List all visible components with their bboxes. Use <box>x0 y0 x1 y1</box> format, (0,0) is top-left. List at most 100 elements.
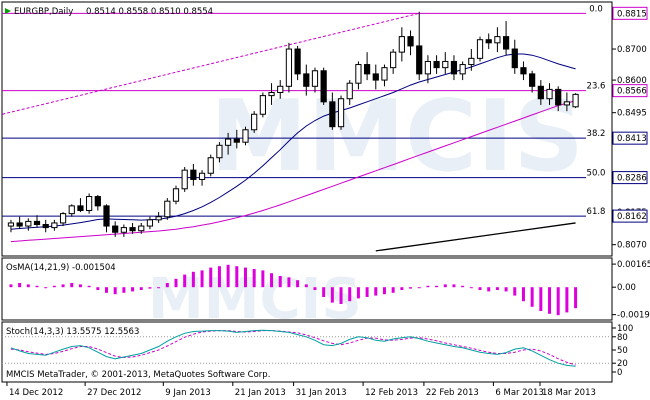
candle-body <box>181 169 188 190</box>
candle[interactable] <box>537 80 544 105</box>
candle[interactable] <box>450 55 458 81</box>
candle[interactable] <box>398 27 405 62</box>
osma-bar <box>574 287 578 309</box>
candle[interactable] <box>285 42 293 93</box>
candle[interactable] <box>164 198 171 220</box>
candle[interactable] <box>33 215 41 228</box>
candle[interactable] <box>546 83 553 105</box>
candle-body <box>459 64 466 75</box>
candle[interactable] <box>51 219 58 231</box>
candle[interactable] <box>494 27 501 53</box>
candle[interactable] <box>59 212 67 227</box>
candle[interactable] <box>103 204 110 233</box>
candle[interactable] <box>68 204 75 217</box>
candle[interactable] <box>138 222 145 234</box>
candle[interactable] <box>563 92 570 112</box>
candle[interactable] <box>459 61 466 81</box>
candle[interactable] <box>381 64 388 87</box>
candle[interactable] <box>77 198 84 213</box>
candle[interactable] <box>424 55 432 84</box>
candle[interactable] <box>129 222 136 234</box>
candle[interactable] <box>511 39 518 74</box>
candle-body <box>42 223 49 229</box>
osma-bar <box>252 269 256 288</box>
ohlc-label: 0.8514 0.8558 0.8510 0.8554 <box>86 7 213 17</box>
candle[interactable] <box>233 129 240 149</box>
candle-body <box>25 220 32 227</box>
osma-bar <box>287 277 291 288</box>
candle[interactable] <box>198 170 206 186</box>
candle-body <box>216 144 223 159</box>
candle[interactable] <box>112 221 119 237</box>
osma-bar <box>139 287 143 290</box>
osma-bar <box>105 287 109 293</box>
stoch-tick-label: 50 <box>617 346 628 356</box>
candle[interactable] <box>181 167 188 192</box>
candle[interactable] <box>555 86 562 112</box>
candle[interactable] <box>42 219 49 233</box>
candle[interactable] <box>25 218 32 231</box>
candle[interactable] <box>155 212 162 223</box>
osma-label: OsMA(14,21,9) -0.001504 <box>6 263 116 273</box>
candle[interactable] <box>390 49 397 74</box>
candle[interactable] <box>94 194 101 211</box>
candle-body <box>16 222 23 227</box>
candle[interactable] <box>311 67 319 93</box>
candle[interactable] <box>337 95 345 130</box>
candle-body <box>381 67 388 81</box>
candle[interactable] <box>303 64 310 96</box>
candle[interactable] <box>225 132 232 155</box>
candle[interactable] <box>372 64 379 90</box>
stoch-panel[interactable] <box>1 321 613 383</box>
osma-tick-label: 0.00165 <box>617 260 650 270</box>
candle[interactable] <box>520 61 527 81</box>
candle[interactable] <box>16 216 23 230</box>
candle[interactable] <box>259 92 266 118</box>
candle[interactable] <box>7 219 15 233</box>
candle-body <box>372 73 379 81</box>
candle[interactable] <box>442 52 449 74</box>
candle[interactable] <box>346 80 353 105</box>
candle[interactable] <box>502 21 510 56</box>
candle[interactable] <box>407 30 414 56</box>
candle[interactable] <box>120 224 127 237</box>
osma-bar <box>521 287 525 302</box>
candle[interactable] <box>468 49 475 71</box>
candle[interactable] <box>242 126 249 146</box>
candle[interactable] <box>207 154 214 177</box>
candle[interactable] <box>363 52 371 81</box>
candle[interactable] <box>485 33 492 50</box>
price-tick-box <box>612 6 648 20</box>
candle[interactable] <box>529 70 536 93</box>
osma-bar <box>278 276 282 288</box>
candle-body <box>190 169 197 180</box>
osma-panel[interactable] <box>1 257 613 321</box>
candle[interactable] <box>216 142 223 163</box>
candle[interactable] <box>294 45 301 81</box>
candle-body <box>511 48 518 69</box>
osma-bar <box>461 285 465 288</box>
osma-bar <box>382 287 386 295</box>
candle[interactable] <box>268 83 275 105</box>
candle[interactable] <box>190 163 197 186</box>
candle[interactable] <box>172 185 180 205</box>
candle[interactable] <box>416 11 423 81</box>
candle[interactable] <box>433 55 440 74</box>
candle-body <box>311 70 319 87</box>
candle[interactable] <box>476 36 484 62</box>
candle[interactable] <box>572 93 579 109</box>
candle[interactable] <box>277 80 284 99</box>
candle[interactable] <box>86 193 93 214</box>
fib-level-label: 0.0 <box>589 4 603 14</box>
osma-bar <box>548 287 552 314</box>
time-tick-label: 6 Mar 2013 <box>495 388 543 398</box>
candle[interactable] <box>320 67 327 105</box>
stoch-main-line <box>10 329 576 367</box>
candle[interactable] <box>251 111 258 133</box>
candle[interactable] <box>355 61 362 90</box>
stoch-tick-label: 0 <box>617 368 622 378</box>
candle[interactable] <box>146 216 154 230</box>
osma-bar <box>539 287 543 311</box>
symbol-arrow-icon <box>5 8 11 14</box>
candle[interactable] <box>329 92 336 130</box>
